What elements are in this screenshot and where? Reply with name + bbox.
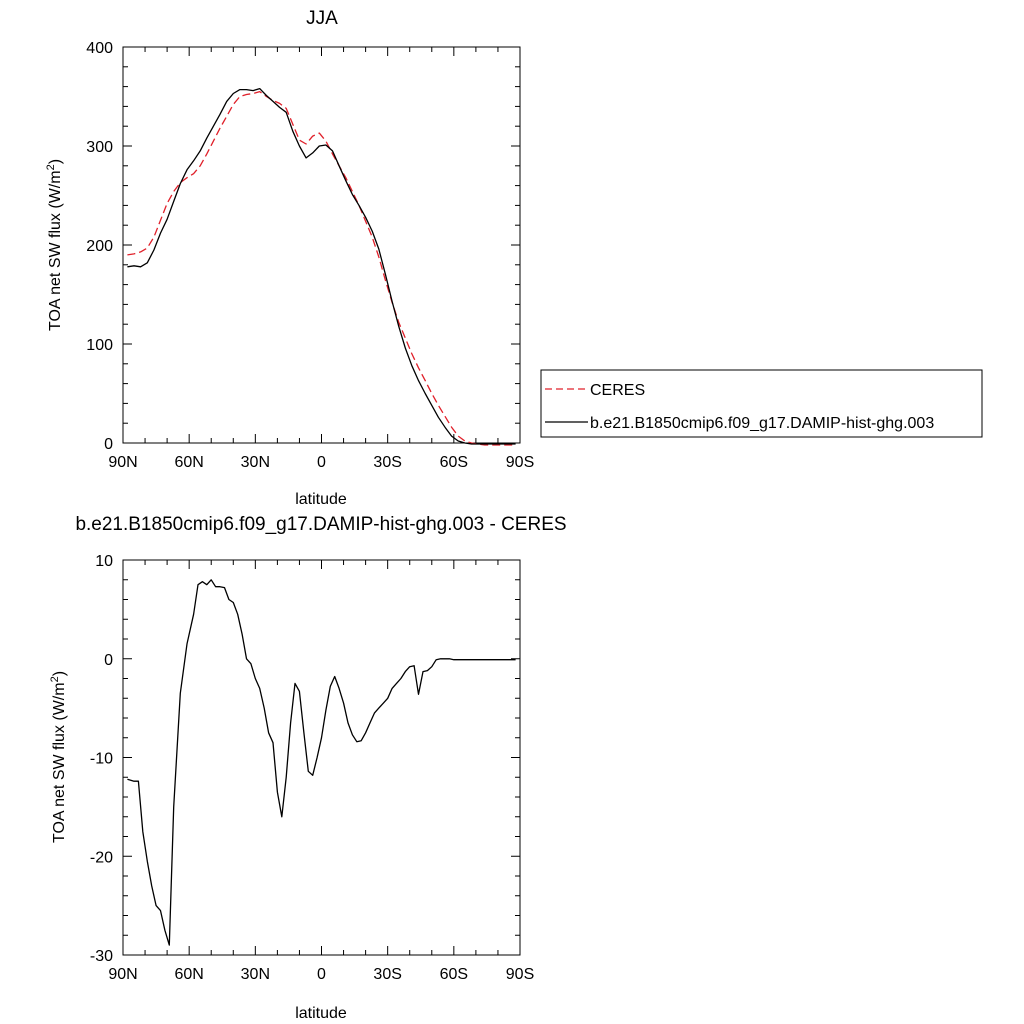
legend: CERES b.e21.B1850cmip6.f09_g17.DAMIP-his… <box>540 369 983 438</box>
x-tick-label: 90S <box>506 966 534 983</box>
x-tick-label: 30N <box>241 966 270 983</box>
x-tick-label: 90N <box>108 454 137 471</box>
legend-label-ceres: CERES <box>590 382 645 399</box>
y-axis-label: TOA net SW flux (W/m2) <box>45 159 64 331</box>
y-axis-label-superscript: 2 <box>45 164 57 170</box>
y-tick-label: -10 <box>90 751 113 768</box>
plot-frame <box>122 46 521 444</box>
legend-label-model: b.e21.B1850cmip6.f09_g17.DAMIP-hist-ghg.… <box>590 415 934 432</box>
y-tick-label: 300 <box>86 139 113 156</box>
x-tick-label: 60S <box>440 966 468 983</box>
x-tick-label: 60S <box>440 454 468 471</box>
y-tick-label: 100 <box>86 337 113 354</box>
x-tick-label: 0 <box>317 454 326 471</box>
y-axis-label-close: ) <box>51 671 68 676</box>
y-axis-label: TOA net SW flux (W/m2) <box>49 671 68 843</box>
y-tick-label: -20 <box>90 849 113 866</box>
y-axis-label-close: ) <box>47 159 64 164</box>
series-line-difference <box>127 579 516 946</box>
x-tick-label: 30S <box>373 966 401 983</box>
chart-title: b.e21.B1850cmip6.f09_g17.DAMIP-hist-ghg.… <box>75 514 566 535</box>
x-tick-label: 60N <box>174 454 203 471</box>
legend-box <box>540 369 983 438</box>
x-tick-label: 90S <box>506 454 534 471</box>
x-tick-label: 30N <box>241 454 270 471</box>
y-tick-label: 200 <box>86 238 113 255</box>
chart-title: JJA <box>306 8 338 29</box>
x-axis-label: latitude <box>295 1005 347 1022</box>
y-tick-label: -30 <box>90 948 113 965</box>
x-tick-label: 30S <box>373 454 401 471</box>
x-tick-label: 90N <box>108 966 137 983</box>
series-line-ceres <box>127 90 516 446</box>
y-tick-label: 0 <box>104 436 113 453</box>
x-tick-label: 0 <box>317 966 326 983</box>
series-line-model <box>127 87 516 445</box>
y-tick-label: 10 <box>95 553 113 570</box>
y-axis-label-superscript: 2 <box>49 676 61 682</box>
plot-frame <box>122 559 521 956</box>
y-tick-label: 400 <box>86 40 113 57</box>
x-axis-label: latitude <box>295 491 347 508</box>
y-tick-label: 0 <box>104 652 113 669</box>
x-tick-label: 60N <box>174 966 203 983</box>
